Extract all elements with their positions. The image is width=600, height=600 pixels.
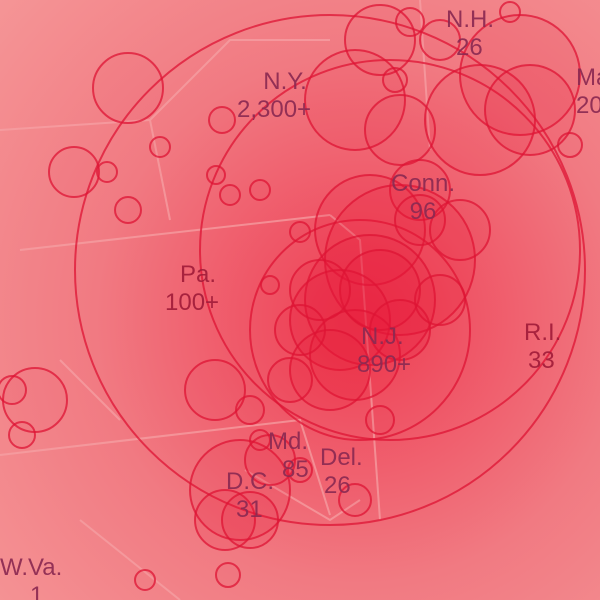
case-circle: [189, 439, 291, 541]
state-name: R.I.: [524, 319, 562, 346]
state-name: Md.: [268, 428, 309, 455]
state-label-ny: N.Y. 2,300+: [237, 70, 311, 122]
case-circle: [344, 4, 416, 76]
case-circle: [289, 269, 391, 371]
case-circle: [96, 161, 118, 183]
state-name: Conn.: [391, 170, 456, 197]
case-circle: [289, 221, 311, 243]
case-circle: [395, 7, 425, 37]
case-circle: [499, 1, 521, 23]
border-line: [19, 214, 331, 251]
border-line: [59, 359, 121, 421]
state-count: 2,300+: [237, 96, 312, 123]
case-circle: [249, 429, 271, 451]
case-circle: [235, 395, 265, 425]
case-circle: [429, 199, 491, 261]
case-circle: [484, 64, 576, 156]
state-name: N.Y.: [263, 68, 307, 95]
state-count: 1: [30, 582, 44, 600]
case-circle: [339, 249, 421, 331]
case-circle: [149, 136, 171, 158]
state-label-conn: Conn. 96: [391, 172, 455, 224]
case-circle: [249, 179, 271, 201]
case-circle: [215, 562, 241, 588]
case-circle: [424, 64, 536, 176]
state-count: 33: [528, 347, 555, 374]
border-line: [244, 469, 361, 522]
case-circle: [134, 569, 156, 591]
case-circle: [287, 457, 313, 483]
case-circle: [557, 132, 583, 158]
case-circle: [389, 159, 451, 221]
border-line: [0, 39, 330, 131]
state-label-dc: D.C. 31: [226, 470, 274, 522]
case-circle: [92, 52, 164, 124]
case-circle: [219, 184, 241, 206]
state-label-del: Del. 26: [320, 446, 363, 498]
case-circle: [364, 94, 436, 166]
case-circle: [365, 405, 395, 435]
case-circle: [8, 421, 36, 449]
case-circle: [0, 375, 27, 405]
state-count: 26: [456, 34, 483, 61]
case-circle: [208, 106, 236, 134]
case-circle: [260, 275, 280, 295]
state-label-md: Md. 85: [268, 430, 309, 482]
case-circle: [221, 491, 279, 549]
state-count: 96: [409, 198, 437, 225]
case-circle: [419, 19, 461, 61]
case-circle: [414, 274, 466, 326]
state-count: 20: [576, 92, 600, 119]
state-label-pa: Pa. 100+: [165, 263, 219, 315]
case-circle: [314, 174, 426, 286]
case-circle: [194, 489, 256, 551]
case-circle: [114, 196, 142, 224]
border-line: [79, 519, 181, 600]
case-circle: [338, 483, 372, 517]
border-line: [0, 418, 331, 516]
case-circle: [48, 146, 100, 198]
state-name: Pa.: [180, 261, 217, 288]
state-name: D.C.: [226, 468, 274, 495]
state-name: Ma: [576, 64, 600, 91]
case-circle: [274, 304, 326, 356]
case-circle: [382, 67, 408, 93]
case-circle: [249, 219, 471, 441]
border-line: [149, 119, 171, 221]
border-line: [419, 0, 431, 151]
state-label-ma: Ma 20: [576, 66, 600, 118]
state-count: 100+: [165, 289, 220, 316]
case-circle: [369, 299, 431, 361]
state-count: 26: [324, 472, 351, 499]
case-circle: [267, 357, 313, 403]
state-label-nh: N.H. 26: [446, 8, 494, 60]
state-name: N.H.: [446, 6, 494, 33]
state-count: 890+: [357, 351, 412, 378]
state-name: Del.: [320, 444, 363, 471]
state-label-nj: N.J. 890+: [357, 325, 411, 377]
state-name: W.Va.: [0, 554, 63, 581]
case-circle: [74, 14, 586, 526]
state-name: N.J.: [361, 323, 404, 350]
case-circle: [206, 165, 226, 185]
case-circle: [394, 194, 446, 246]
state-label-ri: R.I. 33: [524, 321, 561, 373]
state-label-wva: W.Va. 1: [0, 556, 62, 600]
case-circle: [199, 59, 581, 441]
state-count: 85: [282, 456, 309, 483]
state-count: 31: [236, 496, 263, 523]
case-circle: [184, 359, 246, 421]
border-line: [329, 214, 381, 521]
